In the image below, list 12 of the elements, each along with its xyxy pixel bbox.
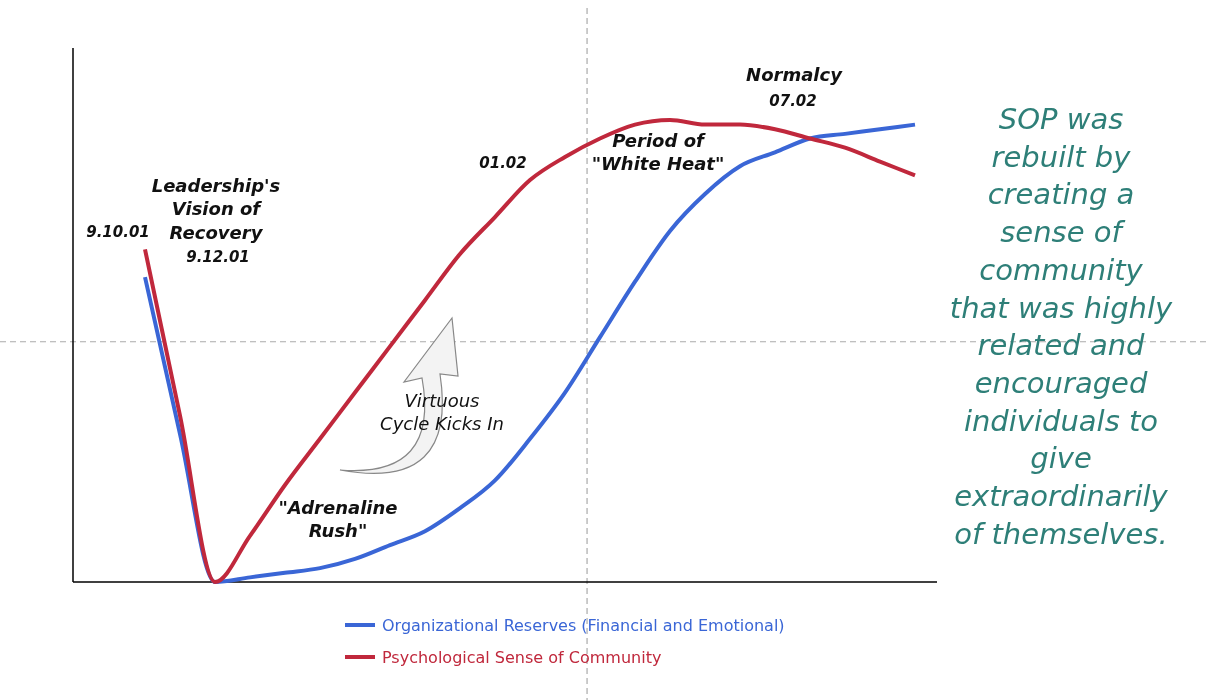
annotation: Period of "White Heat"	[591, 130, 725, 175]
annotation: Leadership's Vision of Recovery	[151, 175, 281, 243]
annotation: 9.10.01	[86, 223, 150, 241]
text: 07.02	[769, 92, 817, 110]
text: Normalcy	[746, 64, 844, 85]
annotation: 01.02	[479, 154, 527, 172]
legend-label: Organizational Reserves (Financial and Emotional)	[382, 616, 785, 635]
annotation: 9.12.01	[186, 248, 250, 266]
text: SOP was rebuilt by creating a sense of community that was highly related and encouraged individuals to give extraordinarily of themselves.	[949, 102, 1173, 551]
annotation: "Adrenaline Rush"	[278, 497, 398, 542]
annotation: Virtuous Cycle Kicks In	[380, 390, 504, 435]
legend-label: Psychological Sense of Community	[382, 648, 662, 667]
